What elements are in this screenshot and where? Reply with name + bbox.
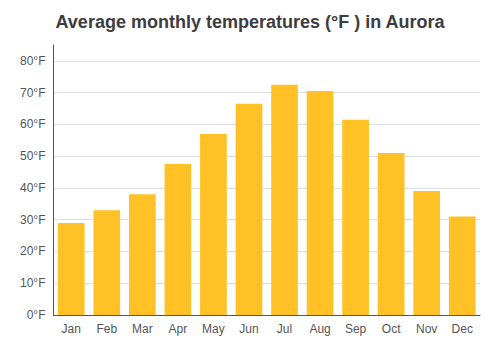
svg-text:0°F: 0°F bbox=[27, 308, 46, 322]
svg-text:Jul: Jul bbox=[277, 322, 292, 336]
svg-text:50°F: 50°F bbox=[20, 149, 45, 163]
svg-text:Sep: Sep bbox=[345, 322, 367, 336]
svg-text:60°F: 60°F bbox=[20, 117, 45, 131]
svg-text:80°F: 80°F bbox=[20, 54, 45, 68]
svg-text:Apr: Apr bbox=[169, 322, 188, 336]
svg-text:70°F: 70°F bbox=[20, 86, 45, 100]
svg-text:May: May bbox=[202, 322, 225, 336]
svg-text:Jan: Jan bbox=[62, 322, 81, 336]
svg-text:20°F: 20°F bbox=[20, 244, 45, 258]
svg-text:Average monthly temperatures (: Average monthly temperatures (°F ) in Au… bbox=[56, 12, 446, 32]
svg-text:30°F: 30°F bbox=[20, 213, 45, 227]
svg-text:Aug: Aug bbox=[309, 322, 330, 336]
svg-text:Nov: Nov bbox=[416, 322, 437, 336]
svg-text:Oct: Oct bbox=[382, 322, 401, 336]
svg-text:Jun: Jun bbox=[239, 322, 258, 336]
svg-text:40°F: 40°F bbox=[20, 181, 45, 195]
svg-text:Feb: Feb bbox=[96, 322, 117, 336]
svg-text:Dec: Dec bbox=[452, 322, 473, 336]
svg-text:10°F: 10°F bbox=[20, 276, 45, 290]
svg-text:Mar: Mar bbox=[132, 322, 153, 336]
